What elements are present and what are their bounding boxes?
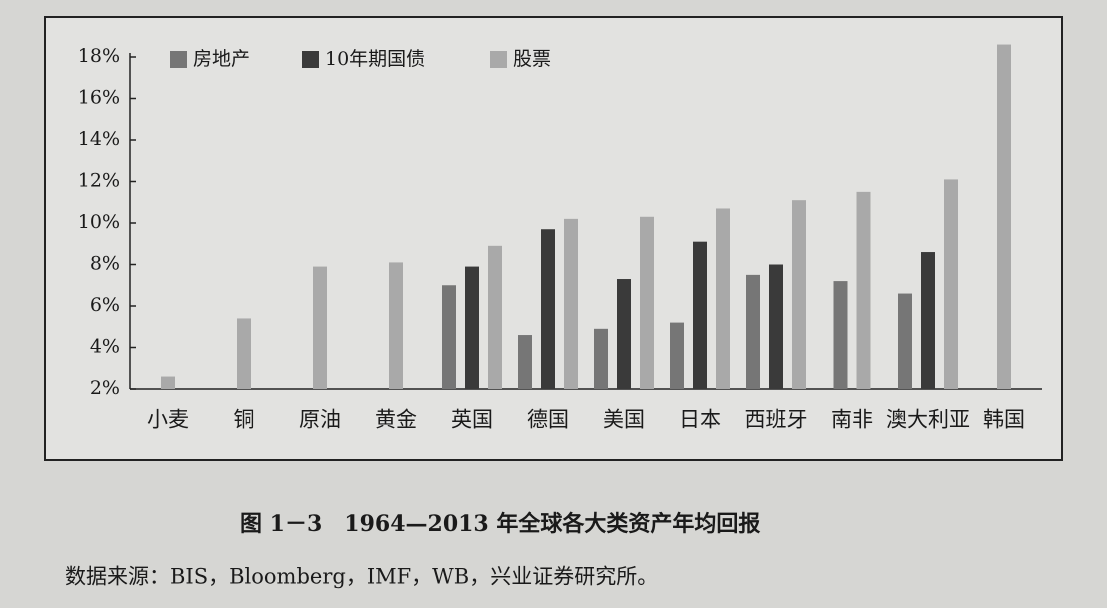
y-tick-label: 10% [78, 211, 120, 233]
bar [833, 281, 848, 389]
bar [769, 264, 783, 389]
x-tick-label: 英国 [451, 408, 493, 432]
bar [944, 179, 958, 389]
y-tick-label: 4% [90, 336, 120, 358]
bar [389, 262, 403, 389]
x-tick-label: 美国 [603, 408, 645, 432]
legend-swatch [170, 51, 187, 68]
bar [518, 335, 532, 389]
x-tick-label: 韩国 [983, 408, 1025, 432]
bar [313, 266, 327, 389]
bar [856, 191, 871, 389]
bar [564, 218, 578, 389]
legend-swatch [302, 51, 319, 68]
x-tick-label: 原油 [299, 408, 341, 432]
x-tick-label: 澳大利亚 [886, 408, 970, 432]
x-tick-label: 德国 [527, 408, 569, 432]
bar [237, 318, 251, 389]
x-tick-label: 西班牙 [745, 408, 808, 432]
bar [792, 200, 806, 389]
y-tick-label: 14% [78, 128, 120, 150]
y-tick-label: 8% [90, 253, 120, 275]
bar [488, 245, 502, 389]
bar [594, 328, 608, 389]
x-tick-label: 南非 [831, 408, 873, 432]
bar [716, 208, 730, 389]
x-tick-label: 黄金 [375, 408, 417, 432]
y-tick-label: 2% [90, 377, 120, 399]
source-note: 数据来源：BIS，Bloomberg，IMF，WB，兴业证券研究所。 [65, 565, 658, 589]
bar [693, 241, 707, 389]
bar [921, 252, 935, 389]
x-tick-label: 铜 [234, 408, 255, 432]
legend-label: 股票 [513, 48, 551, 70]
caption: 图 1－3 1964—2013 年全球各大类资产年均回报 [240, 511, 760, 537]
bar [617, 279, 631, 389]
y-tick-label: 16% [78, 87, 120, 109]
y-tick-label: 12% [78, 170, 120, 192]
bar [898, 293, 912, 389]
bar [161, 376, 175, 389]
legend-label: 10年期国债 [325, 48, 425, 70]
y-tick-label: 18% [78, 45, 120, 67]
bar [746, 274, 760, 389]
bar [670, 322, 684, 389]
bar [997, 44, 1011, 390]
x-tick-label: 小麦 [147, 408, 189, 432]
bar [465, 266, 479, 389]
bar [442, 285, 456, 389]
y-tick-label: 6% [90, 294, 120, 316]
legend-label: 房地产 [193, 48, 250, 70]
bar [640, 216, 654, 389]
bar [541, 229, 555, 389]
legend-swatch [490, 51, 507, 68]
x-tick-label: 日本 [679, 408, 721, 432]
